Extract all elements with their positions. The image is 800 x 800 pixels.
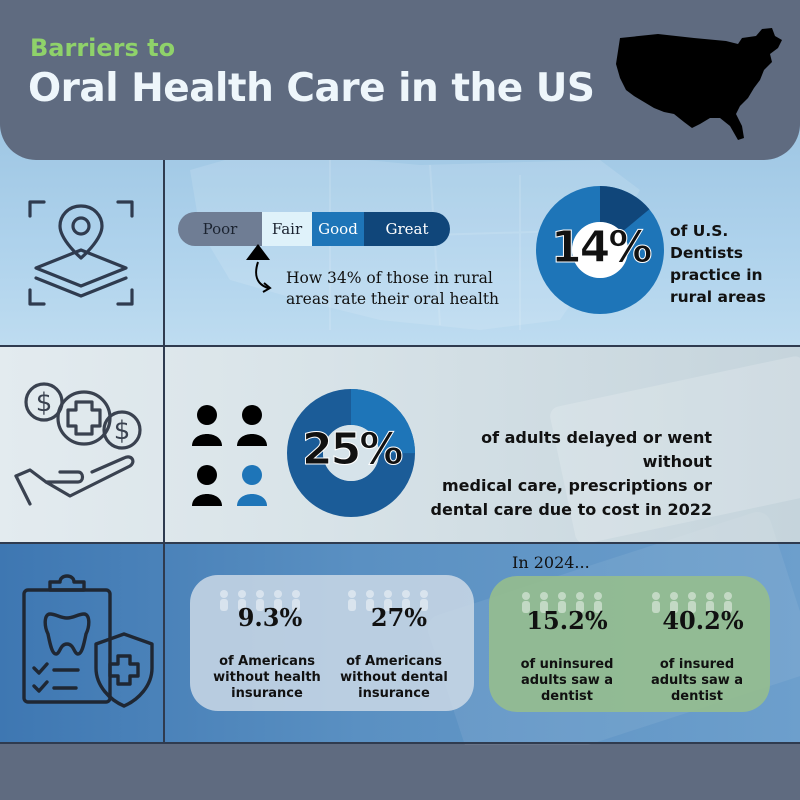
delay-donut-slice — [287, 389, 415, 517]
insured-dentist-visit-label: of insured adults saw a dentist — [632, 657, 762, 705]
rural-rating-annotation: How 34% of those in rural areas rate the… — [286, 268, 499, 310]
crowd-icon — [522, 592, 602, 613]
crowd-icon — [652, 592, 732, 613]
header-subtitle: Barriers to — [30, 34, 176, 62]
header-title: Oral Health Care in the US — [28, 66, 595, 111]
header: Barriers to Oral Health Care in the US — [0, 0, 800, 160]
section-divider — [0, 742, 800, 744]
label-line: rural areas — [670, 288, 766, 306]
dental-uninsured-percent: 27% — [370, 603, 428, 632]
year-label: In 2024... — [512, 553, 590, 572]
dentist-visits-panel — [489, 576, 770, 712]
label-line: of Americans — [346, 654, 442, 669]
united-states-map-icon — [616, 28, 782, 140]
label-line: dental care due to cost in 2022 — [430, 500, 712, 519]
pointer-arrow-icon — [246, 244, 272, 293]
rating-good: Good — [312, 212, 364, 246]
label-line: of adults delayed or went without — [481, 428, 712, 471]
location-layers-icon — [28, 200, 134, 306]
label-line: insurance — [231, 686, 303, 701]
dental-clipboard-shield-icon — [22, 574, 154, 708]
rating-fair: Fair — [262, 212, 312, 246]
rural-dentists-percent: 14% — [550, 222, 652, 274]
label-line: adults saw a — [520, 673, 614, 688]
dental-uninsured-label: of Americans without dental insurance — [329, 654, 459, 702]
health-uninsured-percent: 9.3% — [237, 603, 303, 632]
delay-donut-center — [323, 425, 379, 481]
label-line: dentist — [671, 689, 723, 704]
label-line: adults saw a — [650, 673, 744, 688]
label-line: of Americans — [219, 654, 315, 669]
label-line: of insured — [659, 657, 735, 672]
crowd-icon — [220, 590, 300, 611]
label-line: Dentists — [670, 244, 743, 262]
svg-text:$: $ — [114, 416, 131, 446]
rural-dentists-label: of U.S. Dentists practice in rural areas — [670, 220, 766, 308]
annotation-line: How 34% of those in rural — [286, 269, 493, 287]
svg-text:$: $ — [36, 388, 53, 418]
label-line: without health — [213, 670, 321, 685]
cost-delay-donut — [287, 389, 415, 517]
column-divider — [163, 160, 165, 743]
label-line: without dental — [340, 670, 448, 685]
label-line: of U.S. — [670, 222, 729, 240]
uninsured-dentist-visit-percent: 15.2% — [526, 606, 608, 635]
insured-dentist-visit-percent: 40.2% — [662, 606, 744, 635]
crowd-icon — [348, 590, 428, 611]
label-line: of uninsured — [520, 657, 614, 672]
rating-poor: Poor — [178, 212, 262, 246]
money-health-hand-icon: $ $ — [14, 382, 142, 506]
label-line: practice in — [670, 266, 763, 284]
rating-great: Great — [364, 212, 450, 246]
label-line: medical care, prescriptions or — [442, 476, 712, 495]
rural-dentists-donut — [536, 186, 664, 314]
people-icon — [192, 405, 267, 506]
dentists-donut-center — [572, 222, 628, 278]
health-uninsured-label: of Americans without health insurance — [202, 654, 332, 702]
section-divider — [0, 345, 800, 347]
section-divider — [0, 542, 800, 544]
annotation-line: areas rate their oral health — [286, 290, 500, 308]
uninsured-americans-panel — [190, 575, 474, 711]
dentists-donut-slice — [536, 186, 664, 314]
footer-bar — [0, 743, 800, 800]
label-line: dentist — [541, 689, 593, 704]
cost-delay-label: of adults delayed or went without medica… — [420, 426, 712, 522]
uninsured-dentist-visit-label: of uninsured adults saw a dentist — [502, 657, 632, 705]
oral-health-rating-scale: Poor Fair Good Great — [178, 212, 450, 246]
label-line: insurance — [358, 686, 430, 701]
cost-delay-percent: 25% — [301, 424, 403, 476]
